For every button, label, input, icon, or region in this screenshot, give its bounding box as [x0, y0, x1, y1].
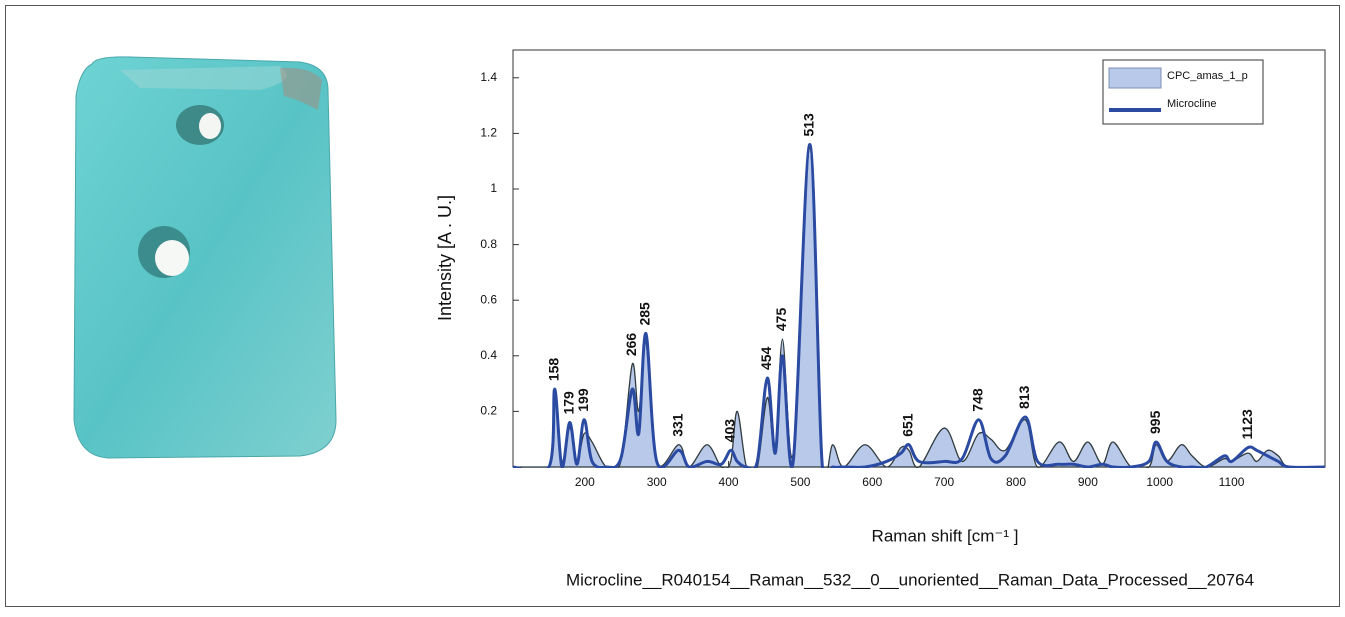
legend-label: Microcline	[1167, 98, 1217, 110]
y-tick-label: 1.2	[480, 126, 497, 140]
peak-label: 748	[969, 388, 985, 412]
peak-label: 266	[623, 333, 639, 357]
x-axis-label: Raman shift [cm⁻¹ ]	[872, 526, 1019, 545]
y-axis-label: Intensity [A . U.]	[435, 195, 455, 321]
y-tick-label: 0.2	[480, 404, 497, 418]
x-tick-label: 800	[1006, 475, 1026, 489]
x-tick-label: 700	[934, 475, 954, 489]
y-tick-label: 0.8	[480, 237, 497, 251]
x-tick-label: 300	[647, 475, 667, 489]
spectrum-line	[513, 143, 1325, 468]
peak-label: 179	[560, 391, 576, 415]
y-tick-label: 1.4	[480, 70, 497, 84]
spectrum-area	[513, 146, 1325, 468]
y-tick-label: 1	[490, 181, 497, 195]
peak-label: 651	[900, 413, 916, 437]
peak-label: 513	[800, 113, 816, 137]
legend-swatch	[1108, 67, 1162, 89]
y-tick-label: 0.6	[480, 292, 497, 306]
peak-label: 995	[1147, 410, 1163, 434]
peak-label: 813	[1016, 385, 1032, 409]
x-tick-label: 500	[790, 475, 810, 489]
peak-label: 403	[721, 419, 737, 443]
figure-frame	[5, 5, 1340, 607]
amazonite-photo	[73, 56, 337, 459]
x-tick-label: 400	[719, 475, 739, 489]
caption: Microcline__R040154__Raman__532__0__unor…	[566, 570, 1254, 589]
peak-label: 1123	[1239, 409, 1255, 440]
y-tick-label: 0.4	[480, 348, 497, 362]
x-tick-label: 600	[862, 475, 882, 489]
x-tick-label: 200	[575, 475, 595, 489]
x-tick-label: 1100	[1219, 475, 1245, 489]
plot-area	[513, 143, 1325, 468]
peak-label: 331	[670, 413, 686, 437]
legend-label: CPC_amas_1_p	[1167, 70, 1248, 82]
peak-label: 158	[545, 358, 561, 382]
peak-label: 454	[758, 346, 774, 370]
peak-label: 475	[773, 308, 789, 332]
x-tick-label: 1000	[1146, 475, 1173, 489]
peak-label: 285	[637, 302, 653, 326]
x-tick-label: 900	[1078, 475, 1098, 489]
peak-label: 199	[575, 388, 591, 412]
